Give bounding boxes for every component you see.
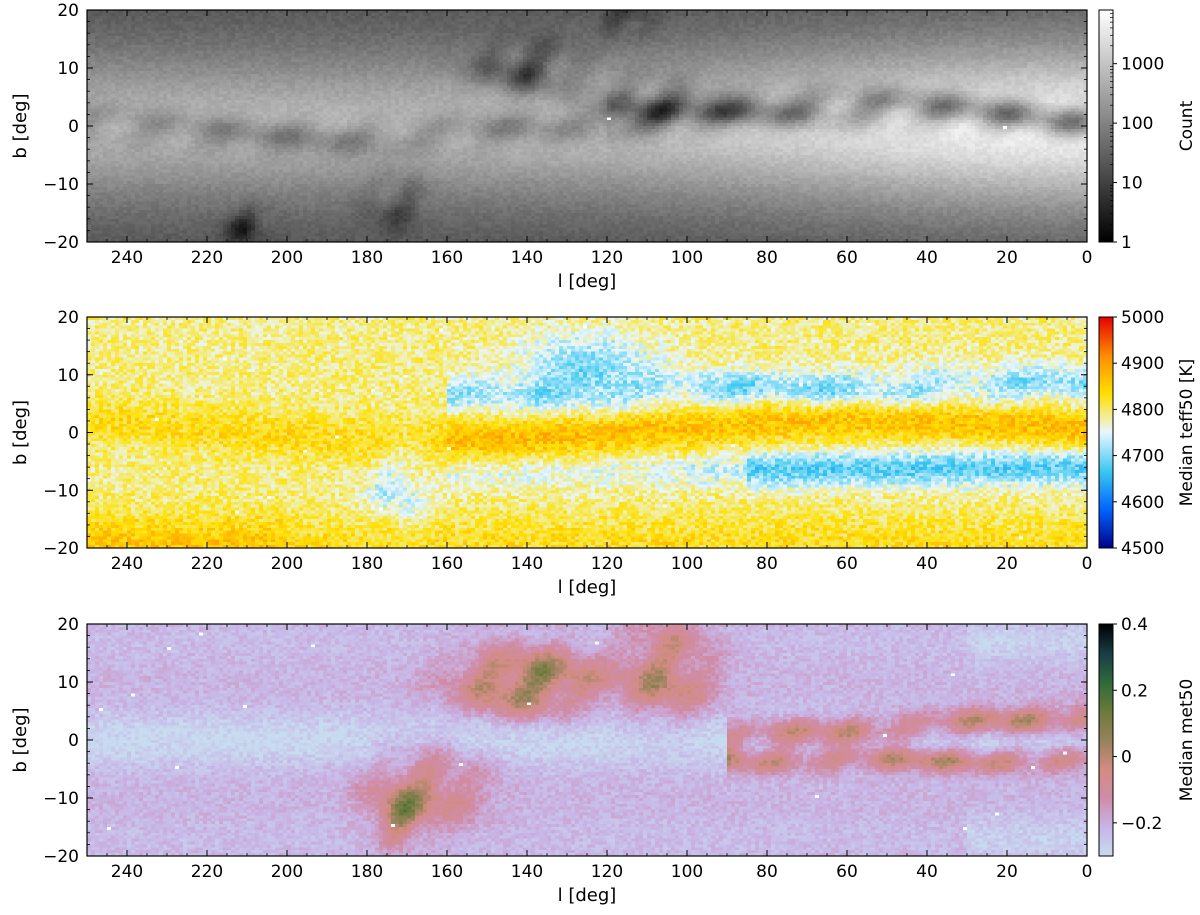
colorbar-tick-label: 4600 [1121,493,1164,513]
x-tick-label: 40 [916,248,938,268]
x-tick-label: 100 [671,248,703,268]
x-tick-label: 20 [996,862,1018,882]
x-tick-label: 20 [996,554,1018,574]
y-tick-label: 10 [57,59,79,79]
x-tick-label: 120 [591,862,623,882]
colorbar-label: Count [1177,100,1197,151]
x-tick-label: 120 [591,248,623,268]
colorbar-label: Median met50 [1177,679,1197,802]
x-tick-label: 240 [111,554,143,574]
x-tick-label: 0 [1082,862,1093,882]
y-axis-label: b [deg] [10,400,31,465]
colorbar-tick-label: 1 [1121,233,1132,253]
colorbar: 4500 4600 4700 4800 4900 5000 Median teff50 [K… [1098,308,1197,559]
colorbar: −0.2 0 0.2 0.4 Median met50 [1098,615,1197,857]
panel-3: 240 220 200 180 160 140 120 100 80 60 40 20 020100−1… [10,615,1197,906]
y-tick-label: 10 [57,366,79,386]
colorbar: 1 10 100 1000 Count [1098,9,1197,253]
heatmap-image [87,10,1087,242]
colorbar-scale [1098,316,1114,549]
colorbar-tick-label: 4500 [1121,539,1164,559]
x-tick-label: 180 [351,862,383,882]
y-tick-label: −10 [43,175,79,195]
panel-1: 240 220 200 180 160 140 120 100 80 60 40 20 020100−1… [10,1,1197,292]
y-tick-label: −20 [43,539,79,559]
y-tick-label: −10 [43,789,79,809]
heatmap-image [87,624,1087,856]
x-tick-label: 140 [511,248,543,268]
x-axis-label: l [deg] [558,885,617,906]
x-tick-label: 160 [431,554,463,574]
colorbar-tick-label: 4700 [1121,447,1164,467]
colorbar-label: Median teff50 [K] [1177,359,1197,507]
x-tick-label: 80 [756,248,778,268]
x-tick-label: 60 [836,554,858,574]
x-tick-label: 220 [191,248,223,268]
x-tick-label: 200 [271,554,303,574]
x-tick-label: 240 [111,248,143,268]
x-axis-label: l [deg] [558,577,617,598]
panel-2: 240 220 200 180 160 140 120 100 80 60 40 20 020100−1… [10,308,1197,598]
colorbar-tick-label: 10 [1121,174,1143,194]
y-tick-label: 20 [57,1,79,21]
colorbar-tick-label: 5000 [1121,308,1164,328]
colorbar-tick-label: 4900 [1121,354,1164,374]
x-tick-label: 20 [996,248,1018,268]
y-tick-label: 20 [57,615,79,635]
colorbar-tick-label: −0.2 [1121,814,1162,834]
y-tick-label: −20 [43,233,79,253]
x-axis-label: l [deg] [558,271,617,292]
colorbar-tick-label: 0.2 [1121,681,1148,701]
heatmap-image [87,317,1087,548]
x-tick-label: 200 [271,862,303,882]
x-tick-label: 80 [756,862,778,882]
x-tick-label: 220 [191,554,223,574]
y-tick-label: 0 [68,117,79,137]
x-tick-label: 80 [756,554,778,574]
x-tick-label: 100 [671,554,703,574]
y-tick-label: 0 [68,731,79,751]
x-tick-label: 0 [1082,248,1093,268]
x-tick-label: 40 [916,862,938,882]
x-tick-label: 180 [351,248,383,268]
colorbar-tick-label: 0.4 [1121,615,1148,635]
y-axis-label: b [deg] [10,93,31,158]
x-tick-label: 180 [351,554,383,574]
x-tick-label: 140 [511,862,543,882]
x-tick-label: 160 [431,862,463,882]
y-tick-label: 10 [57,673,79,693]
x-tick-label: 140 [511,554,543,574]
colorbar-tick-label: 100 [1121,114,1153,134]
y-axis-label: b [deg] [10,707,31,772]
x-tick-label: 40 [916,554,938,574]
colorbar-tick-label: 4800 [1121,400,1164,420]
colorbar-tick-label: 1000 [1121,55,1164,75]
y-tick-label: −10 [43,481,79,501]
colorbar-scale [1098,623,1114,857]
x-tick-label: 220 [191,862,223,882]
y-tick-label: −20 [43,847,79,867]
x-tick-label: 160 [431,248,463,268]
x-tick-label: 60 [836,248,858,268]
colorbar-tick-label: 0 [1121,748,1132,768]
x-tick-label: 120 [591,554,623,574]
x-tick-label: 100 [671,862,703,882]
y-tick-label: 20 [57,308,79,328]
y-tick-label: 0 [68,424,79,444]
x-tick-label: 200 [271,248,303,268]
x-tick-label: 0 [1082,554,1093,574]
x-tick-label: 240 [111,862,143,882]
x-tick-label: 60 [836,862,858,882]
